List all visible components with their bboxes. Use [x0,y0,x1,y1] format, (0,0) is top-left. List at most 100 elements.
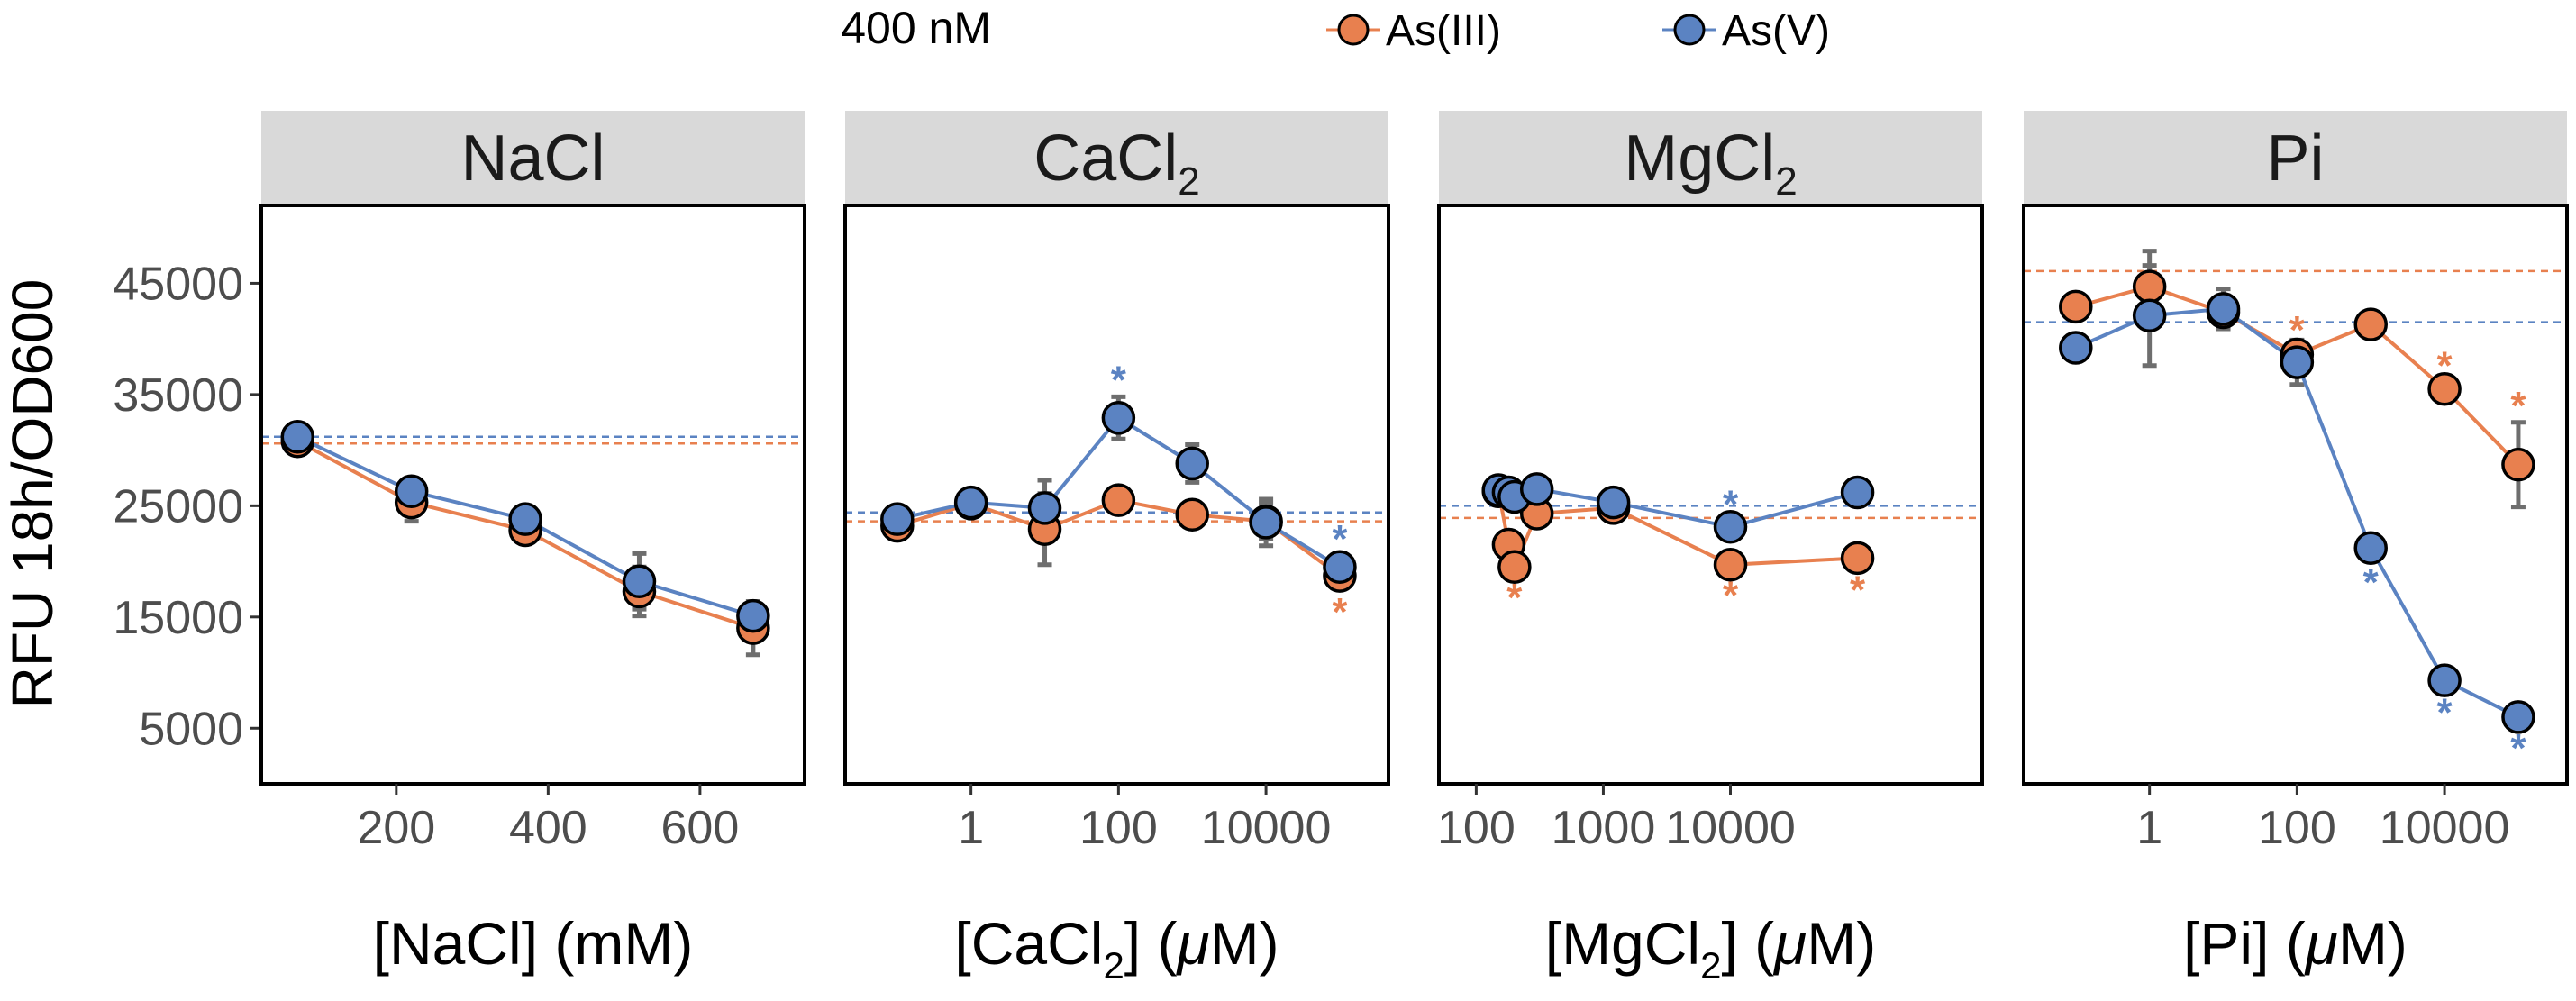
x-title-unit-prefix: μ [2304,910,2338,977]
y-axis: 5000 15000 25000 35000 45000 [113,258,261,755]
facet-strip [2024,111,2567,204]
significance-marker-as5: * [2363,560,2380,605]
x-axis-title: [NaCl] (mM) [373,910,694,977]
x-tick-label: 400 [509,802,587,854]
data-point-as5 [280,420,315,454]
y-tick-label: 5000 [139,703,243,755]
significance-marker-as3: * [2289,308,2306,352]
x-tick-label: 1 [2136,802,2162,854]
strip-text: NaCl [460,123,605,195]
x-title-unit: M) [1807,910,1876,977]
data-point-as3 [1101,483,1136,517]
y-axis-title-group: RFU 18h/OD600 [0,279,65,709]
strip-subscript: 2 [1775,159,1797,204]
data-point-as5 [2280,345,2315,379]
y-tick-label: 15000 [113,592,243,644]
data-point-as5 [1596,485,1631,520]
legend-title: 400 nM [841,3,991,53]
data-point-as5 [1175,446,1209,481]
strip-text: MgCl [1624,123,1775,195]
x-tick-label: 100 [1079,802,1158,854]
facets: 5000 15000 25000 35000 45000 NaCl 200 400 600 [Na… [113,111,2569,987]
panel-border [1437,204,1984,786]
data-point-as5 [1519,472,1554,506]
data-point-as3 [2353,307,2388,341]
panel-border [2022,204,2569,786]
facet-nacl: NaCl 200 400 600 [NaCl] (mM) [259,111,806,977]
data-point-as3 [1497,550,1532,584]
facet-mgcl2: MgCl2** * **100 1000 10000[MgCl2] (μM) [1437,111,1984,987]
facet-pi: Pi * * * * * * 1 100 10000 [Pi] (μM) [2022,111,2569,977]
x-title-post: ] ( [1721,910,1774,977]
x-title-pre: [MgCl [1545,910,1700,977]
significance-marker-as3: * [1850,569,1866,613]
x-title-pre: [Pi] [2183,910,2269,977]
significance-marker-as3: * [1501,553,1517,597]
data-point-as3 [2501,447,2535,482]
x-tick-label: 100 [1437,802,1516,854]
data-point-as5 [508,502,542,536]
significance-marker-as5: * [1111,358,1127,402]
x-title-subscript: 2 [1103,944,1124,987]
data-point-as5 [1323,550,1357,584]
x-tick-label: 10000 [2380,802,2510,854]
facet-strip [261,111,805,204]
data-point-as5 [2353,531,2388,566]
significance-marker-as3: * [2437,343,2453,387]
data-point-as3 [2059,289,2093,324]
significance-marker-as3: * [2510,384,2526,428]
significance-marker-as3: * [1506,576,1523,620]
x-axis-title: [CaCl2] (μM) [954,910,1279,987]
panel-background [261,205,805,784]
y-tick-label: 45000 [113,258,243,310]
panel-border [259,204,806,786]
facet-strip [1439,111,1982,204]
legend-label-as3: As(III) [1386,7,1501,55]
y-tick-label: 35000 [113,369,243,422]
data-point-as5 [953,485,988,520]
x-tick-label: 100 [2258,802,2336,854]
x-tick-label: 600 [660,802,739,854]
x-title-unit-prefix: μ [1175,910,1209,977]
x-tick-label: 10000 [1665,802,1796,854]
data-point-as5 [736,598,770,633]
y-axis-title: RFU 18h/OD600 [0,279,65,709]
data-point-as3 [1840,541,1875,576]
significance-marker-as3: * [1723,574,1739,618]
strip-text: CaCl [1033,123,1178,195]
data-point-as5 [880,502,915,536]
y-tick-label: 25000 [113,480,243,532]
x-tick-label: 200 [357,802,435,854]
facet-cacl2: CaCl2***1 100 10000[CaCl2] (μM) [843,111,1390,987]
facet-strip [845,111,1388,204]
x-title-pre: [NaCl] [373,910,538,977]
x-title-post: ] ( [1124,910,1178,977]
significance-marker-as5: * [2510,726,2526,770]
data-point-as5 [1840,475,1875,510]
facet-strip-title: MgCl2 [1624,123,1798,204]
x-axis-title: [Pi] (μM) [2183,910,2408,977]
significance-marker-as5: * [2437,690,2453,734]
x-tick-label: 1000 [1552,802,1656,854]
data-point-as5 [1101,401,1136,435]
x-title-subscript: 2 [1700,944,1721,987]
x-title-post: ( [2269,910,2305,977]
data-point-as5 [2206,292,2241,326]
x-title-unit: M) [2338,910,2408,977]
data-point-as5 [1713,510,1748,544]
significance-marker-as5: * [1723,483,1739,527]
x-tick-label: 1 [958,802,984,854]
data-point-as5 [1027,491,1062,525]
data-point-as3 [2427,371,2462,406]
panel-background [2024,205,2567,784]
legend-key-point-as5 [1673,14,1706,46]
significance-marker-as5: * [1332,517,1348,561]
facet-strip-title: CaCl2 [1033,123,1200,204]
x-axis-title: [MgCl2] (μM) [1545,910,1877,987]
data-point-as3 [1713,548,1748,582]
data-point-as5 [2501,700,2535,734]
data-point-as3 [1175,497,1209,532]
data-point-as5 [622,564,657,599]
data-point-as5 [2059,331,2093,365]
